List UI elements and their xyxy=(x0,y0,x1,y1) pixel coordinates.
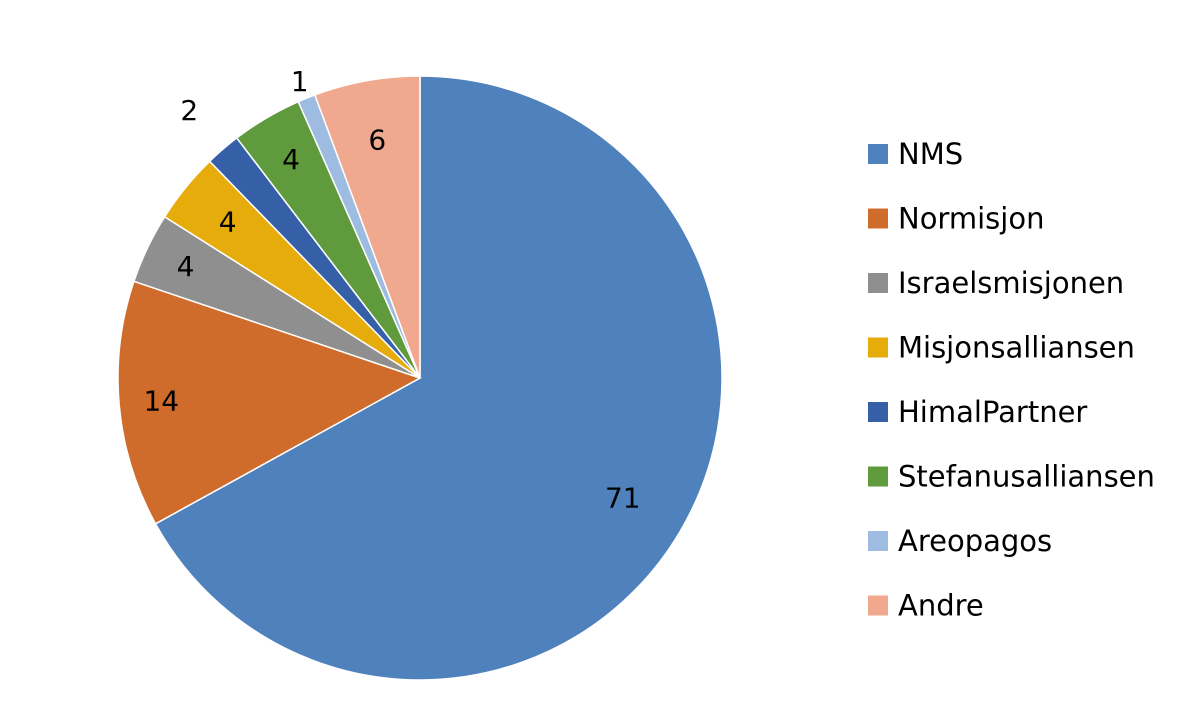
legend-label-israelsmisjonen: Israelsmisjonen xyxy=(898,266,1124,300)
legend-swatch-misjonsalliansen xyxy=(868,337,888,358)
legend-item-normisjon: Normisjon xyxy=(868,202,1044,236)
legend-label-normisjon: Normisjon xyxy=(898,202,1044,236)
data-label-normisjon: 14 xyxy=(143,385,179,418)
legend-label-misjonsalliansen: Misjonsalliansen xyxy=(898,331,1135,365)
data-label-israelsmisjonen: 4 xyxy=(177,250,195,283)
legend-label-nms: NMS xyxy=(898,137,963,171)
pie-slice-andre xyxy=(313,75,421,379)
legend-swatch-andre xyxy=(868,595,888,616)
legend-swatch-himalpartner xyxy=(868,402,888,422)
legend-item-nms: NMS xyxy=(868,137,963,171)
legend-label-andre: Andre xyxy=(898,589,984,623)
legend-item-stefanusalliansen: Stefanusalliansen xyxy=(868,460,1155,494)
data-label-stefanusalliansen: 4 xyxy=(282,143,300,176)
data-label-nms: 71 xyxy=(605,481,641,514)
legend-label-stefanusalliansen: Stefanusalliansen xyxy=(898,460,1155,494)
legend-item-areopagos: Areopagos xyxy=(868,524,1052,558)
legend: NMS Normisjon Israelsmisjonen Misjonsallian… xyxy=(868,137,1155,623)
pie-slice-nms xyxy=(154,75,723,681)
legend-swatch-stefanusalliansen xyxy=(868,466,888,487)
legend-swatch-israelsmisjonen xyxy=(868,273,888,293)
legend-label-himalpartner: HimalPartner xyxy=(898,395,1087,429)
legend-swatch-normisjon xyxy=(868,208,888,229)
legend-item-andre: Andre xyxy=(868,589,984,623)
data-label-misjonsalliansen: 4 xyxy=(219,206,237,239)
pie-slice-normisjon xyxy=(117,280,422,525)
data-label-andre: 6 xyxy=(368,124,386,157)
legend-swatch-nms xyxy=(868,144,888,164)
legend-item-israelsmisjonen: Israelsmisjonen xyxy=(868,266,1124,300)
legend-item-himalpartner: HimalPartner xyxy=(868,395,1087,429)
legend-item-misjonsalliansen: Misjonsalliansen xyxy=(868,331,1135,365)
data-label-himalpartner: 2 xyxy=(180,94,198,127)
data-label-areopagos: 1 xyxy=(291,65,309,98)
pie-slices xyxy=(117,75,723,681)
legend-swatch-areopagos xyxy=(868,531,888,551)
legend-label-areopagos: Areopagos xyxy=(898,524,1052,558)
